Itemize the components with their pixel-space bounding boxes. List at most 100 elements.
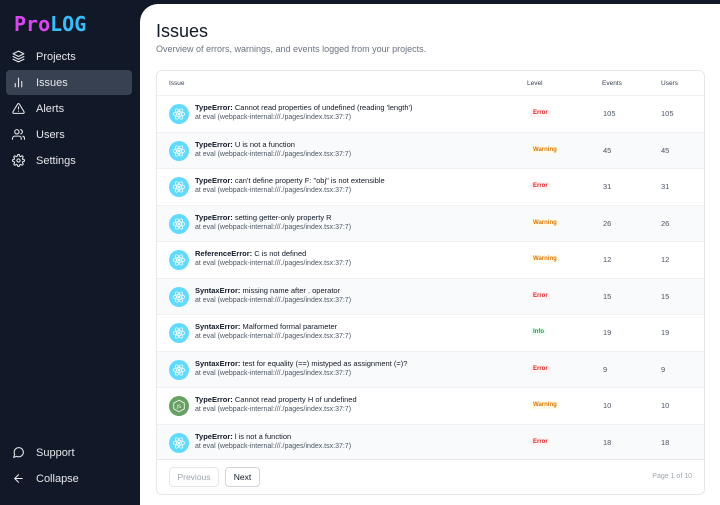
layers-icon	[12, 50, 25, 63]
table-row[interactable]: SyntaxError: test for equality (==) mist…	[157, 350, 704, 387]
sidebar-item-users[interactable]: Users	[6, 122, 132, 147]
table-row[interactable]: TypeError: can't define property F: "obj…	[157, 168, 704, 205]
previous-button[interactable]: Previous	[169, 467, 219, 487]
sidebar-item-collapse[interactable]: Collapse	[6, 466, 132, 491]
sidebar-item-label: Settings	[36, 154, 76, 167]
page-title: Issues	[156, 21, 209, 41]
issue-title[interactable]: TypeError: Cannot read property H of und…	[195, 395, 357, 404]
level-badge: Info	[530, 328, 547, 336]
error-message: U is not a function	[234, 139, 295, 149]
error-source: at eval (webpack-internal:///./pages/ind…	[195, 187, 352, 194]
events-count: 45	[603, 145, 612, 155]
error-type: TypeError:	[195, 103, 233, 112]
main-content: Issues Overview of errors, warnings, and…	[140, 4, 720, 505]
users-count: 19	[661, 328, 670, 337]
issue-title[interactable]: TypeError: setting getter-only property …	[195, 213, 332, 222]
chat-icon	[13, 447, 24, 458]
error-message: Cannot read property H of undefined	[234, 395, 357, 404]
sidebar-item-label: Support	[36, 446, 75, 459]
sidebar-item-label: Issues	[36, 76, 68, 89]
level-badge: Warning	[530, 255, 560, 263]
react-icon	[169, 323, 189, 343]
events-count: 31	[603, 182, 612, 191]
users-count: 10	[661, 401, 670, 410]
issue-title[interactable]: TypeError: U is not a function	[195, 140, 295, 149]
sidebar-item-projects[interactable]: Projects	[6, 44, 132, 69]
react-icon	[169, 140, 189, 161]
issue-title[interactable]: SyntaxError: test for equality (==) mist…	[195, 359, 407, 368]
error-source: at eval (webpack-internal:///./pages/ind…	[195, 442, 352, 450]
table-row[interactable]: JS TypeError: Cannot read property H of u…	[157, 387, 704, 424]
level-badge: Error	[530, 291, 551, 300]
react-icon	[169, 432, 189, 453]
error-type: SyntaxError:	[195, 322, 241, 331]
sidebar-item-label: Alerts	[36, 102, 65, 115]
events-count: 18	[603, 437, 612, 447]
users-count: 31	[661, 182, 670, 191]
sidebar-item-issues[interactable]: Issues	[6, 70, 132, 95]
table-row[interactable]: TypeError: l is not a function at eval (w…	[157, 423, 704, 460]
issue-title[interactable]: TypeError: can't define property F: "obj…	[195, 176, 385, 185]
error-message: test for equality (==) mistyped as assig…	[242, 358, 408, 368]
issue-title[interactable]: SyntaxError: missing name after . operat…	[195, 286, 340, 295]
logo-part-2: LOG	[50, 12, 87, 36]
react-icon	[169, 359, 189, 380]
error-source: at eval (webpack-internal:///./pages/ind…	[195, 369, 352, 377]
table-row[interactable]: SyntaxError: Malformed formal parameter a…	[157, 314, 704, 351]
column-header-issue[interactable]: Issue	[169, 80, 185, 87]
svg-text:JS: JS	[176, 404, 181, 410]
column-header-level[interactable]: Level	[527, 80, 543, 87]
level-badge: Error	[530, 109, 551, 117]
table-row[interactable]: TypeError: setting getter-only property …	[157, 204, 704, 241]
error-source: at eval (webpack-internal:///./pages/ind…	[195, 114, 352, 121]
nodejs-icon: JS	[169, 396, 189, 416]
level-badge: Error	[530, 364, 551, 373]
error-message: l is not a function	[234, 431, 292, 441]
level-badge: Warning	[530, 401, 560, 409]
sidebar-item-label: Projects	[36, 50, 76, 63]
sidebar-item-support[interactable]: Support	[6, 440, 132, 465]
issue-title[interactable]: SyntaxError: Malformed formal parameter	[195, 322, 337, 331]
users-count: 26	[661, 218, 670, 228]
table-row[interactable]: SyntaxError: missing name after . operat…	[157, 277, 704, 314]
pagination: Previous Next Page 1 of 10	[157, 459, 704, 494]
level-badge: Warning	[530, 145, 560, 154]
error-type: ReferenceError:	[195, 249, 253, 258]
column-header-users[interactable]: Users	[661, 80, 678, 87]
table-row[interactable]: ReferenceError: C is not defined at eval …	[157, 241, 704, 278]
react-icon	[169, 250, 189, 270]
error-source: at eval (webpack-internal:///./pages/ind…	[195, 333, 352, 340]
issues-table: Issue Level Events Users TypeError: Cann…	[156, 70, 705, 495]
error-source: at eval (webpack-internal:///./pages/ind…	[195, 150, 352, 158]
error-message: missing name after . operator	[242, 285, 341, 295]
prolog-logo[interactable]: ProLOG	[14, 12, 86, 36]
level-badge: Warning	[530, 218, 560, 227]
error-type: TypeError:	[195, 395, 233, 404]
table-row[interactable]: TypeError: Cannot read properties of und…	[157, 95, 704, 132]
page-indicator: Page 1 of 10	[652, 473, 692, 480]
issue-title[interactable]: TypeError: l is not a function	[195, 432, 291, 441]
arrow-left-icon	[14, 474, 23, 483]
page-subtitle: Overview of errors, warnings, and events…	[156, 44, 427, 54]
column-header-events[interactable]: Events	[602, 80, 622, 87]
error-message: Cannot read properties of undefined (rea…	[234, 103, 413, 112]
error-type: SyntaxError:	[195, 358, 241, 368]
react-icon	[169, 213, 189, 234]
users-count: 12	[661, 255, 670, 264]
sidebar-item-settings[interactable]: Settings	[6, 148, 132, 173]
table-row[interactable]: TypeError: U is not a function at eval (w…	[157, 131, 704, 168]
react-icon	[169, 286, 189, 307]
users-icon	[12, 129, 25, 140]
events-count: 26	[603, 218, 612, 228]
next-button[interactable]: Next	[225, 467, 260, 487]
users-count: 105	[661, 109, 674, 118]
react-icon	[169, 104, 189, 124]
events-count: 15	[603, 291, 612, 301]
table-header: Issue Level Events Users	[157, 71, 704, 95]
sidebar: ProLOG Projects Issues Alerts Users Sett…	[0, 0, 140, 505]
issue-title[interactable]: TypeError: Cannot read properties of und…	[195, 103, 412, 112]
error-message: can't define property F: "obj" is not ex…	[234, 176, 385, 185]
sidebar-item-alerts[interactable]: Alerts	[6, 96, 132, 121]
error-message: setting getter-only property R	[234, 212, 332, 222]
issue-title[interactable]: ReferenceError: C is not defined	[195, 249, 306, 258]
